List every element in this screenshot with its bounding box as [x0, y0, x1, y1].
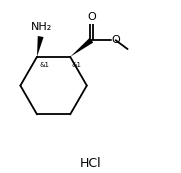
Text: HCl: HCl [80, 157, 101, 170]
Text: &1: &1 [71, 62, 81, 68]
Polygon shape [37, 36, 44, 57]
Text: &1: &1 [39, 62, 49, 68]
Text: O: O [112, 35, 121, 45]
Text: NH₂: NH₂ [30, 22, 52, 33]
Text: O: O [87, 12, 96, 22]
Polygon shape [70, 38, 93, 57]
